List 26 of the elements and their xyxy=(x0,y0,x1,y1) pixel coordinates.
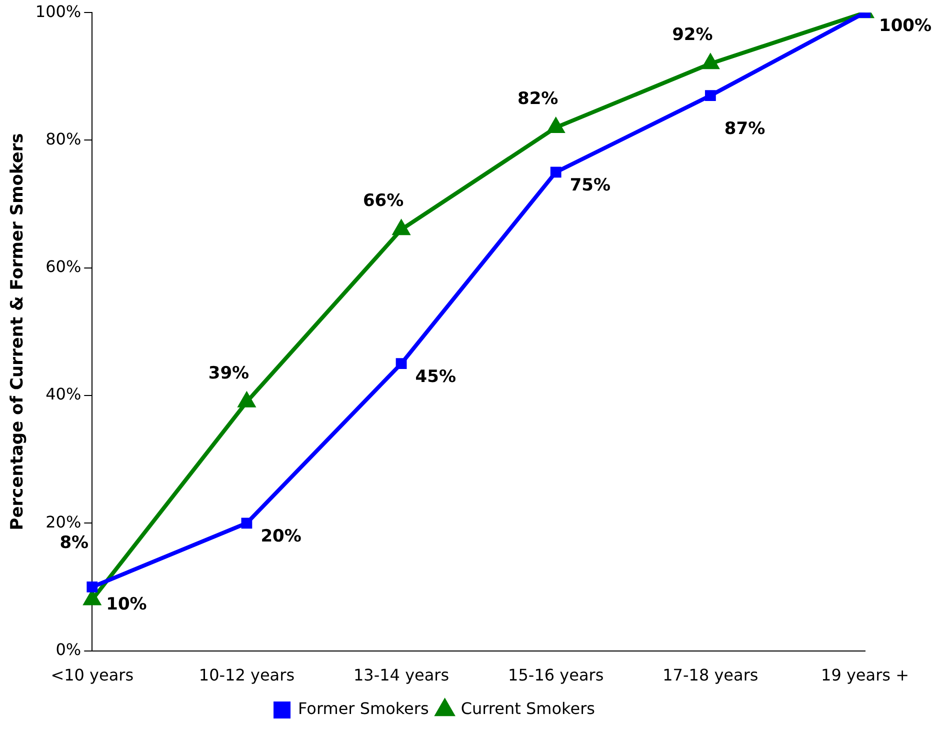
data-label: 10% xyxy=(106,594,147,614)
data-label: 45% xyxy=(415,367,456,388)
y-axis-title: Percentage of Current & Former Smokers xyxy=(8,133,28,530)
x-tick-label: 17-18 years xyxy=(662,666,758,685)
legend-label: Former Smokers xyxy=(298,699,429,718)
x-tick-label: 13-14 years xyxy=(353,666,450,685)
data-label: 87% xyxy=(724,118,766,139)
y-tick-label: 20% xyxy=(46,512,82,532)
data-label: 20% xyxy=(260,526,302,547)
data-label: 100% xyxy=(879,16,932,36)
legend-label: Current Smokers xyxy=(460,699,595,718)
data-label: 8% xyxy=(60,533,89,554)
data-label: 75% xyxy=(570,176,611,196)
data-label: 66% xyxy=(362,191,404,212)
data-label: 92% xyxy=(672,25,713,46)
x-tick-label: 19 years + xyxy=(821,666,909,685)
x-tick-label: 15-16 years xyxy=(508,666,604,685)
data-label: 82% xyxy=(518,88,558,109)
y-tick-label: 60% xyxy=(46,257,82,276)
y-tick-label: 40% xyxy=(46,384,82,404)
x-tick-label: <10 years xyxy=(50,666,134,685)
x-tick-label: 10-12 years xyxy=(198,666,295,685)
y-tick-label: 100% xyxy=(35,2,82,21)
y-tick-label: 0% xyxy=(56,640,82,659)
y-tick-label: 80% xyxy=(46,129,82,148)
data-label: 39% xyxy=(208,363,250,384)
